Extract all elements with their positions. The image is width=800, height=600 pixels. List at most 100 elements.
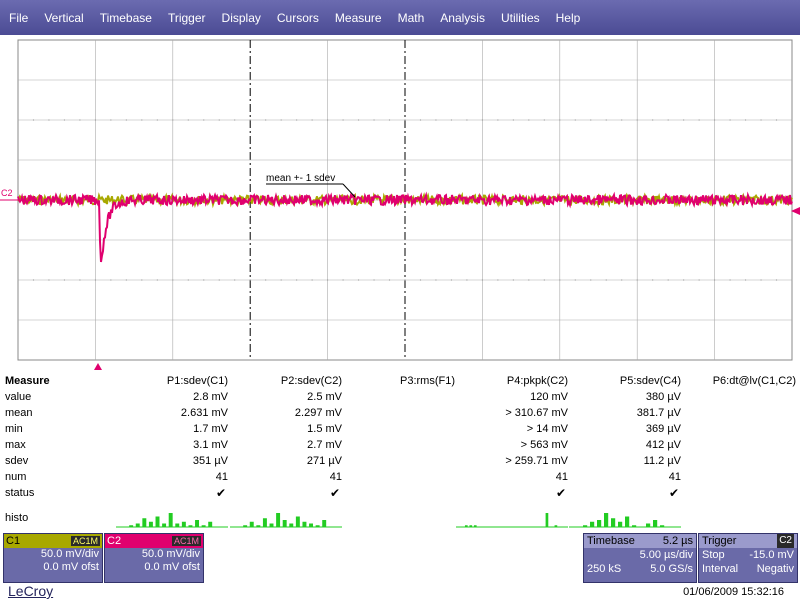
histo-bar bbox=[208, 521, 213, 527]
grid-dot bbox=[744, 279, 747, 281]
timebase-label: Timebase bbox=[587, 535, 635, 547]
grid-dot bbox=[48, 119, 50, 121]
timebase-descriptor[interactable]: Timebase 5.2 µs 5.00 µs/div 250 kS 5.0 G… bbox=[583, 533, 697, 583]
menu-display[interactable]: Display bbox=[221, 10, 261, 25]
param-header-2[interactable]: P2:sdev(C2) bbox=[280, 375, 342, 387]
status-check-icon: ✔ bbox=[555, 486, 566, 500]
histo-bar bbox=[309, 523, 314, 527]
grid-dot bbox=[729, 279, 731, 281]
trigger-level: -15.0 mV bbox=[749, 549, 794, 561]
mean-sdev-annotation: mean +- 1 sdev bbox=[266, 173, 335, 184]
grid-dot bbox=[714, 279, 716, 281]
grid-dot bbox=[388, 119, 391, 121]
param-histogram-2 bbox=[230, 513, 342, 528]
trigger-level-marker[interactable] bbox=[791, 207, 800, 215]
param-value: > 259.71 mV bbox=[505, 455, 568, 467]
param-value: 381.7 µV bbox=[636, 407, 681, 419]
grid-dot bbox=[63, 119, 66, 121]
grid-dot bbox=[435, 119, 437, 121]
grid-dot bbox=[373, 279, 375, 281]
grid-dot bbox=[528, 119, 530, 121]
menu-vertical[interactable]: Vertical bbox=[44, 10, 84, 25]
measure-row-label: status bbox=[5, 487, 35, 499]
channel-c1-descriptor[interactable]: C1 AC1M 50.0 mV/div 0.0 mV ofst bbox=[3, 533, 103, 583]
grid-dot bbox=[450, 279, 453, 281]
grid-dot bbox=[543, 119, 545, 121]
grid-dot bbox=[296, 279, 298, 281]
menu-trigger[interactable]: Trigger bbox=[167, 10, 206, 25]
histo-bar bbox=[155, 516, 160, 527]
grid-dot bbox=[110, 119, 112, 121]
menu-bar: File Vertical Timebase Trigger Display Cursor… bbox=[0, 0, 800, 35]
menu-file[interactable]: File bbox=[9, 10, 29, 25]
grid-dot bbox=[683, 119, 685, 121]
histo-bar bbox=[315, 525, 320, 527]
c1-offset: 0.0 mV ofst bbox=[43, 561, 99, 573]
c1-coupling: AC1M bbox=[70, 536, 100, 546]
c2-offset: 0.0 mV ofst bbox=[144, 561, 200, 573]
menu-analysis[interactable]: Analysis bbox=[440, 10, 485, 25]
grid-dot bbox=[249, 119, 251, 121]
param-histogram-1 bbox=[116, 513, 228, 528]
histo-bar bbox=[632, 525, 637, 527]
grid-dot bbox=[156, 119, 158, 121]
waveform-display[interactable]: C2 mean +- 1 sdev bbox=[0, 35, 800, 370]
grid-dot bbox=[419, 279, 422, 281]
param-value: 369 µV bbox=[645, 423, 681, 435]
histo-bar bbox=[604, 513, 609, 527]
param-value: 380 µV bbox=[645, 391, 681, 403]
menu-timebase[interactable]: Timebase bbox=[99, 10, 152, 25]
grid-dot bbox=[265, 119, 267, 121]
menu-measure[interactable]: Measure bbox=[334, 10, 382, 25]
grid-dot bbox=[48, 279, 50, 281]
histo-bar bbox=[201, 525, 206, 527]
waveform-grid[interactable]: C2 mean +- 1 sdev bbox=[0, 35, 800, 365]
measure-row-label: num bbox=[5, 471, 27, 483]
param-value: 1.5 mV bbox=[307, 423, 342, 435]
timebase-delay: 5.2 µs bbox=[662, 535, 693, 547]
histo-bar bbox=[618, 521, 623, 527]
grid-dot bbox=[698, 119, 700, 121]
param-value: 412 µV bbox=[645, 439, 681, 451]
param-value: 271 µV bbox=[306, 455, 342, 467]
grid-dot bbox=[450, 119, 453, 121]
param-value: 1.7 mV bbox=[193, 423, 228, 435]
menu-math[interactable]: Math bbox=[397, 10, 425, 25]
histo-bar bbox=[625, 516, 630, 527]
status-check-icon: ✔ bbox=[215, 486, 226, 500]
grid-dot bbox=[744, 119, 747, 121]
param-header-4[interactable]: P4:pkpk(C2) bbox=[506, 375, 568, 387]
trigger-descriptor[interactable]: Trigger C2 Stop -15.0 mV Interval Negati… bbox=[698, 533, 798, 583]
param-header-6[interactable]: P6:dt@lv(C1,C2) bbox=[712, 375, 796, 387]
date-time: 01/06/2009 15:32:16 bbox=[683, 586, 784, 598]
grid-dot bbox=[621, 279, 623, 281]
histo-bar bbox=[188, 525, 193, 527]
histo-bar bbox=[175, 523, 180, 527]
param-value: 41 bbox=[668, 471, 681, 483]
histo-bar bbox=[322, 520, 327, 527]
param-header-5[interactable]: P5:sdev(C4) bbox=[619, 375, 681, 387]
grid-dot bbox=[667, 119, 669, 121]
param-header-1[interactable]: P1:sdev(C1) bbox=[166, 375, 228, 387]
channel-c2-descriptor[interactable]: C2 AC1M 50.0 mV/div 0.0 mV ofst bbox=[104, 533, 204, 583]
menu-help[interactable]: Help bbox=[555, 10, 581, 25]
c2-ground-marker[interactable]: C2 bbox=[1, 188, 13, 198]
menu-cursors[interactable]: Cursors bbox=[276, 10, 319, 25]
trigger-position-marker[interactable] bbox=[94, 363, 102, 370]
histo-bar bbox=[129, 525, 134, 527]
trigger-slope: Negativ bbox=[756, 563, 794, 575]
histo-bar bbox=[142, 518, 147, 527]
grid-dot bbox=[172, 279, 174, 281]
grid-dot bbox=[79, 119, 81, 121]
measure-row-label: sdev bbox=[5, 455, 29, 467]
histo-bar bbox=[181, 521, 186, 527]
histo-bar bbox=[597, 520, 602, 527]
histo-bar bbox=[269, 523, 274, 527]
grid-dot bbox=[667, 279, 669, 281]
param-header-3[interactable]: P3:rms(F1) bbox=[400, 375, 455, 387]
menu-utilities[interactable]: Utilities bbox=[500, 10, 540, 25]
measure-row-label: min bbox=[5, 423, 23, 435]
histo-bar bbox=[302, 521, 307, 527]
grid-dot bbox=[32, 279, 35, 281]
grid-dot bbox=[698, 279, 700, 281]
